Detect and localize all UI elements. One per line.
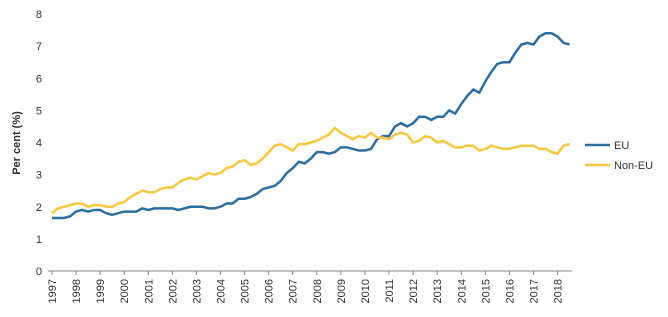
x-tick-label: 1998 [71,279,83,303]
x-tick-label: 2011 [384,279,396,303]
x-tick-label: 2008 [312,279,324,303]
x-tick-label: 2013 [432,279,444,303]
series-line [52,32,570,220]
x-tick-label: 2000 [119,279,131,303]
x-tick-label: 2004 [216,279,228,303]
y-tick-label: 5 [36,105,42,117]
x-tick-label: 2002 [167,279,179,303]
x-tick-label: 1999 [95,279,107,303]
y-tick-label: 6 [36,73,42,85]
x-tick-label: 2005 [240,279,252,303]
y-tick-label: 3 [36,170,42,182]
x-tick-label: 2016 [504,279,516,303]
x-tick-label: 2017 [528,279,540,303]
x-tick-label: 2014 [456,279,468,303]
x-tick-label: 2009 [336,279,348,303]
y-tick-label: 4 [36,138,42,150]
x-tick-label: 2006 [264,279,276,303]
legend-label: Non-EU [614,160,653,172]
x-tick-label: 2010 [360,279,372,303]
y-tick-label: 1 [36,234,42,246]
x-tick-label: 2003 [191,279,203,303]
x-tick-label: 2015 [480,279,492,303]
x-tick-label: 1997 [47,279,59,303]
legend-label: EU [614,140,629,152]
x-tick-label: 2001 [143,279,155,303]
y-tick-label: 8 [36,9,42,21]
x-tick-label: 2018 [553,279,565,303]
y-axis-label: Per cent (%) [11,111,23,175]
x-tick-label: 2012 [408,279,420,303]
y-tick-label: 7 [36,41,42,53]
x-tick-label: 2007 [288,279,300,303]
series-line [51,126,570,215]
y-tick-label: 2 [36,202,42,214]
y-tick-label: 0 [36,266,42,278]
